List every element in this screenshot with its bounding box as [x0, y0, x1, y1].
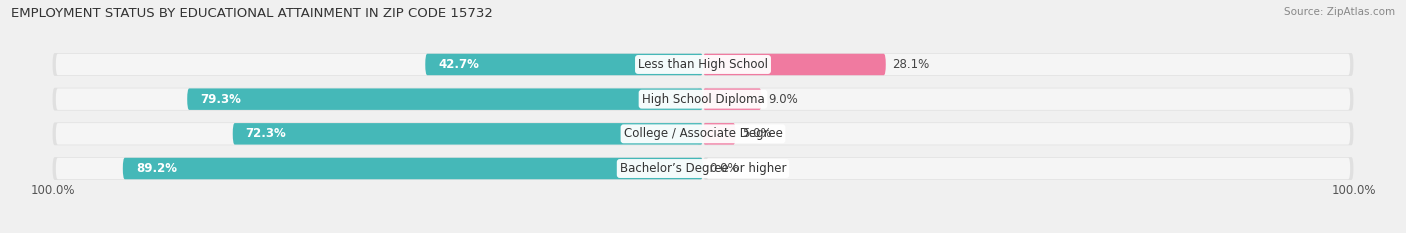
FancyBboxPatch shape	[703, 53, 1354, 76]
Text: Bachelor’s Degree or higher: Bachelor’s Degree or higher	[620, 162, 786, 175]
Text: College / Associate Degree: College / Associate Degree	[624, 127, 782, 140]
Text: 100.0%: 100.0%	[1331, 184, 1375, 196]
FancyBboxPatch shape	[703, 88, 762, 110]
Text: 79.3%: 79.3%	[200, 93, 240, 106]
Text: 28.1%: 28.1%	[893, 58, 929, 71]
Text: Source: ZipAtlas.com: Source: ZipAtlas.com	[1284, 7, 1395, 17]
FancyBboxPatch shape	[703, 157, 1354, 180]
FancyBboxPatch shape	[425, 54, 703, 75]
FancyBboxPatch shape	[56, 54, 700, 75]
FancyBboxPatch shape	[706, 158, 1350, 179]
Text: 5.0%: 5.0%	[742, 127, 772, 140]
FancyBboxPatch shape	[122, 158, 703, 179]
FancyBboxPatch shape	[703, 123, 735, 145]
Text: 72.3%: 72.3%	[246, 127, 287, 140]
Text: High School Diploma: High School Diploma	[641, 93, 765, 106]
Text: Less than High School: Less than High School	[638, 58, 768, 71]
FancyBboxPatch shape	[56, 123, 700, 145]
FancyBboxPatch shape	[233, 123, 703, 145]
FancyBboxPatch shape	[187, 88, 703, 110]
FancyBboxPatch shape	[52, 157, 703, 180]
Text: 100.0%: 100.0%	[31, 184, 75, 196]
Text: 0.0%: 0.0%	[710, 162, 740, 175]
FancyBboxPatch shape	[56, 158, 700, 179]
Text: EMPLOYMENT STATUS BY EDUCATIONAL ATTAINMENT IN ZIP CODE 15732: EMPLOYMENT STATUS BY EDUCATIONAL ATTAINM…	[11, 7, 494, 20]
FancyBboxPatch shape	[52, 88, 703, 111]
FancyBboxPatch shape	[706, 88, 1350, 110]
FancyBboxPatch shape	[706, 54, 1350, 75]
Text: 9.0%: 9.0%	[768, 93, 797, 106]
FancyBboxPatch shape	[706, 123, 1350, 145]
FancyBboxPatch shape	[56, 88, 700, 110]
Text: 42.7%: 42.7%	[439, 58, 479, 71]
FancyBboxPatch shape	[52, 122, 703, 145]
FancyBboxPatch shape	[703, 54, 886, 75]
FancyBboxPatch shape	[703, 88, 1354, 111]
FancyBboxPatch shape	[52, 53, 703, 76]
Text: 89.2%: 89.2%	[136, 162, 177, 175]
FancyBboxPatch shape	[703, 122, 1354, 145]
